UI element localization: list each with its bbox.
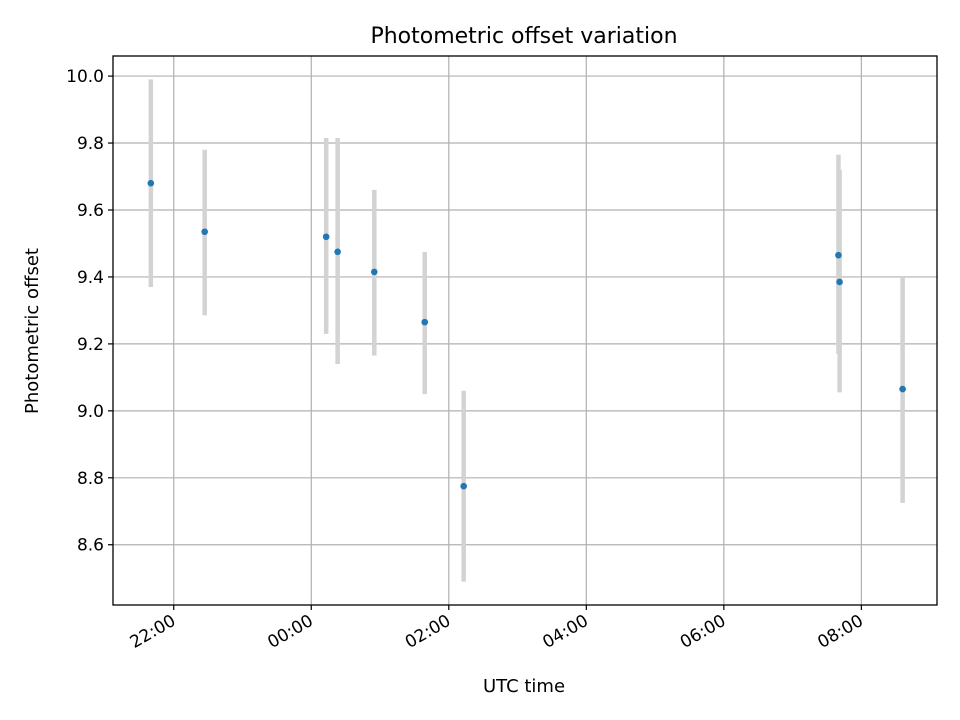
- chart-title: Photometric offset variation: [370, 24, 677, 49]
- x-axis-label: UTC time: [483, 676, 565, 697]
- x-tick-label: 08:00: [814, 611, 866, 653]
- axis-ticks: 22:00 00:00 02:00 04:00 06:00 08:00 8.6 8.8 9.0 9…: [66, 67, 867, 653]
- y-tick-label: 8.6: [77, 536, 104, 556]
- x-tick-label: 04:00: [539, 611, 591, 653]
- data-points: [147, 179, 906, 490]
- x-tick-label: 02:00: [402, 611, 454, 653]
- plot-frame: [112, 55, 938, 606]
- error-bars: [148, 79, 905, 582]
- y-tick-label: 9.2: [77, 335, 104, 355]
- grid-lines: [113, 56, 937, 605]
- data-point: [836, 278, 843, 286]
- y-tick-label: 9.8: [77, 134, 104, 154]
- y-tick-label: 9.6: [77, 201, 104, 221]
- data-point: [334, 248, 341, 256]
- x-tick-label: 22:00: [127, 611, 179, 653]
- y-tick-label: 9.0: [77, 402, 104, 422]
- y-axis-label: Photometric offset: [22, 248, 43, 414]
- data-point: [421, 318, 429, 326]
- data-point: [460, 482, 467, 490]
- y-tick-label: 10.0: [66, 67, 104, 87]
- x-tick-label: 00:00: [264, 611, 316, 653]
- y-tick-label: 8.8: [77, 469, 104, 489]
- data-point: [201, 228, 208, 236]
- x-tick-label: 06:00: [677, 611, 729, 653]
- data-point: [322, 233, 330, 241]
- data-point: [147, 179, 155, 187]
- y-tick-label: 9.4: [77, 268, 104, 288]
- data-point: [835, 251, 842, 259]
- data-point: [370, 268, 378, 276]
- data-point: [899, 385, 906, 393]
